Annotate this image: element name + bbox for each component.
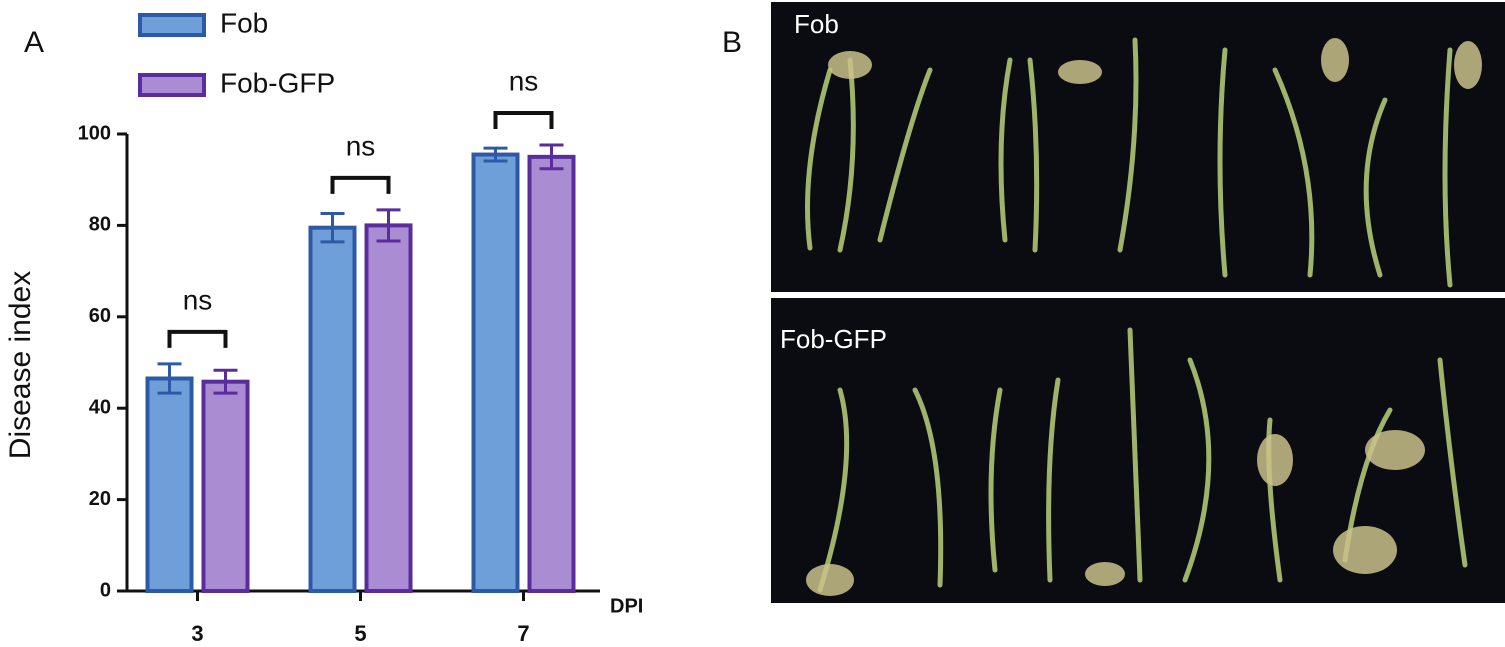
bar [201, 379, 250, 593]
error-bar [539, 143, 564, 171]
legend-label: Fob-GFP [220, 67, 335, 98]
bar [145, 376, 194, 593]
x-tick-label: 3 [191, 621, 203, 646]
significance-label: ns [183, 284, 213, 315]
error-bar [157, 362, 182, 395]
error-bar [483, 146, 508, 163]
y-axis-label: Disease index [4, 271, 37, 459]
bar [364, 223, 413, 593]
x-axis-label: DPI [610, 595, 643, 617]
bar [308, 225, 357, 593]
error-bar [320, 212, 345, 244]
x-tick-label: 7 [517, 621, 529, 646]
error-bar [213, 368, 238, 395]
chart: 0 20 40 60 80 100 Fob Fob-GFP 3 ns 5 ns 7 ns [78, 7, 600, 646]
y-tick-label: 60 [89, 305, 111, 327]
significance-label: ns [346, 130, 376, 161]
legend-label: Fob [220, 7, 268, 38]
photo-label: Fob-GFP [780, 324, 887, 354]
plants [805, 37, 1482, 596]
panel-label: A [24, 26, 44, 59]
photo-label: Fob [794, 9, 839, 39]
bar [527, 154, 576, 593]
y-tick-label: 0 [100, 579, 111, 601]
y-tick-label: 40 [89, 396, 111, 418]
panel-label: B [722, 26, 742, 59]
significance-label: ns [509, 65, 539, 96]
significance-bracket [167, 329, 228, 348]
significance-bracket [493, 110, 554, 129]
photo [771, 2, 1505, 292]
y-tick-label: 80 [89, 214, 111, 236]
bar [471, 152, 520, 593]
x-tick-label: 5 [354, 621, 366, 646]
y-tick-label: 100 [78, 122, 111, 144]
legend-swatch [138, 13, 206, 37]
significance-bracket [330, 175, 391, 194]
legend-swatch [138, 73, 206, 97]
y-tick-label: 20 [89, 488, 111, 510]
error-bar [376, 208, 401, 243]
